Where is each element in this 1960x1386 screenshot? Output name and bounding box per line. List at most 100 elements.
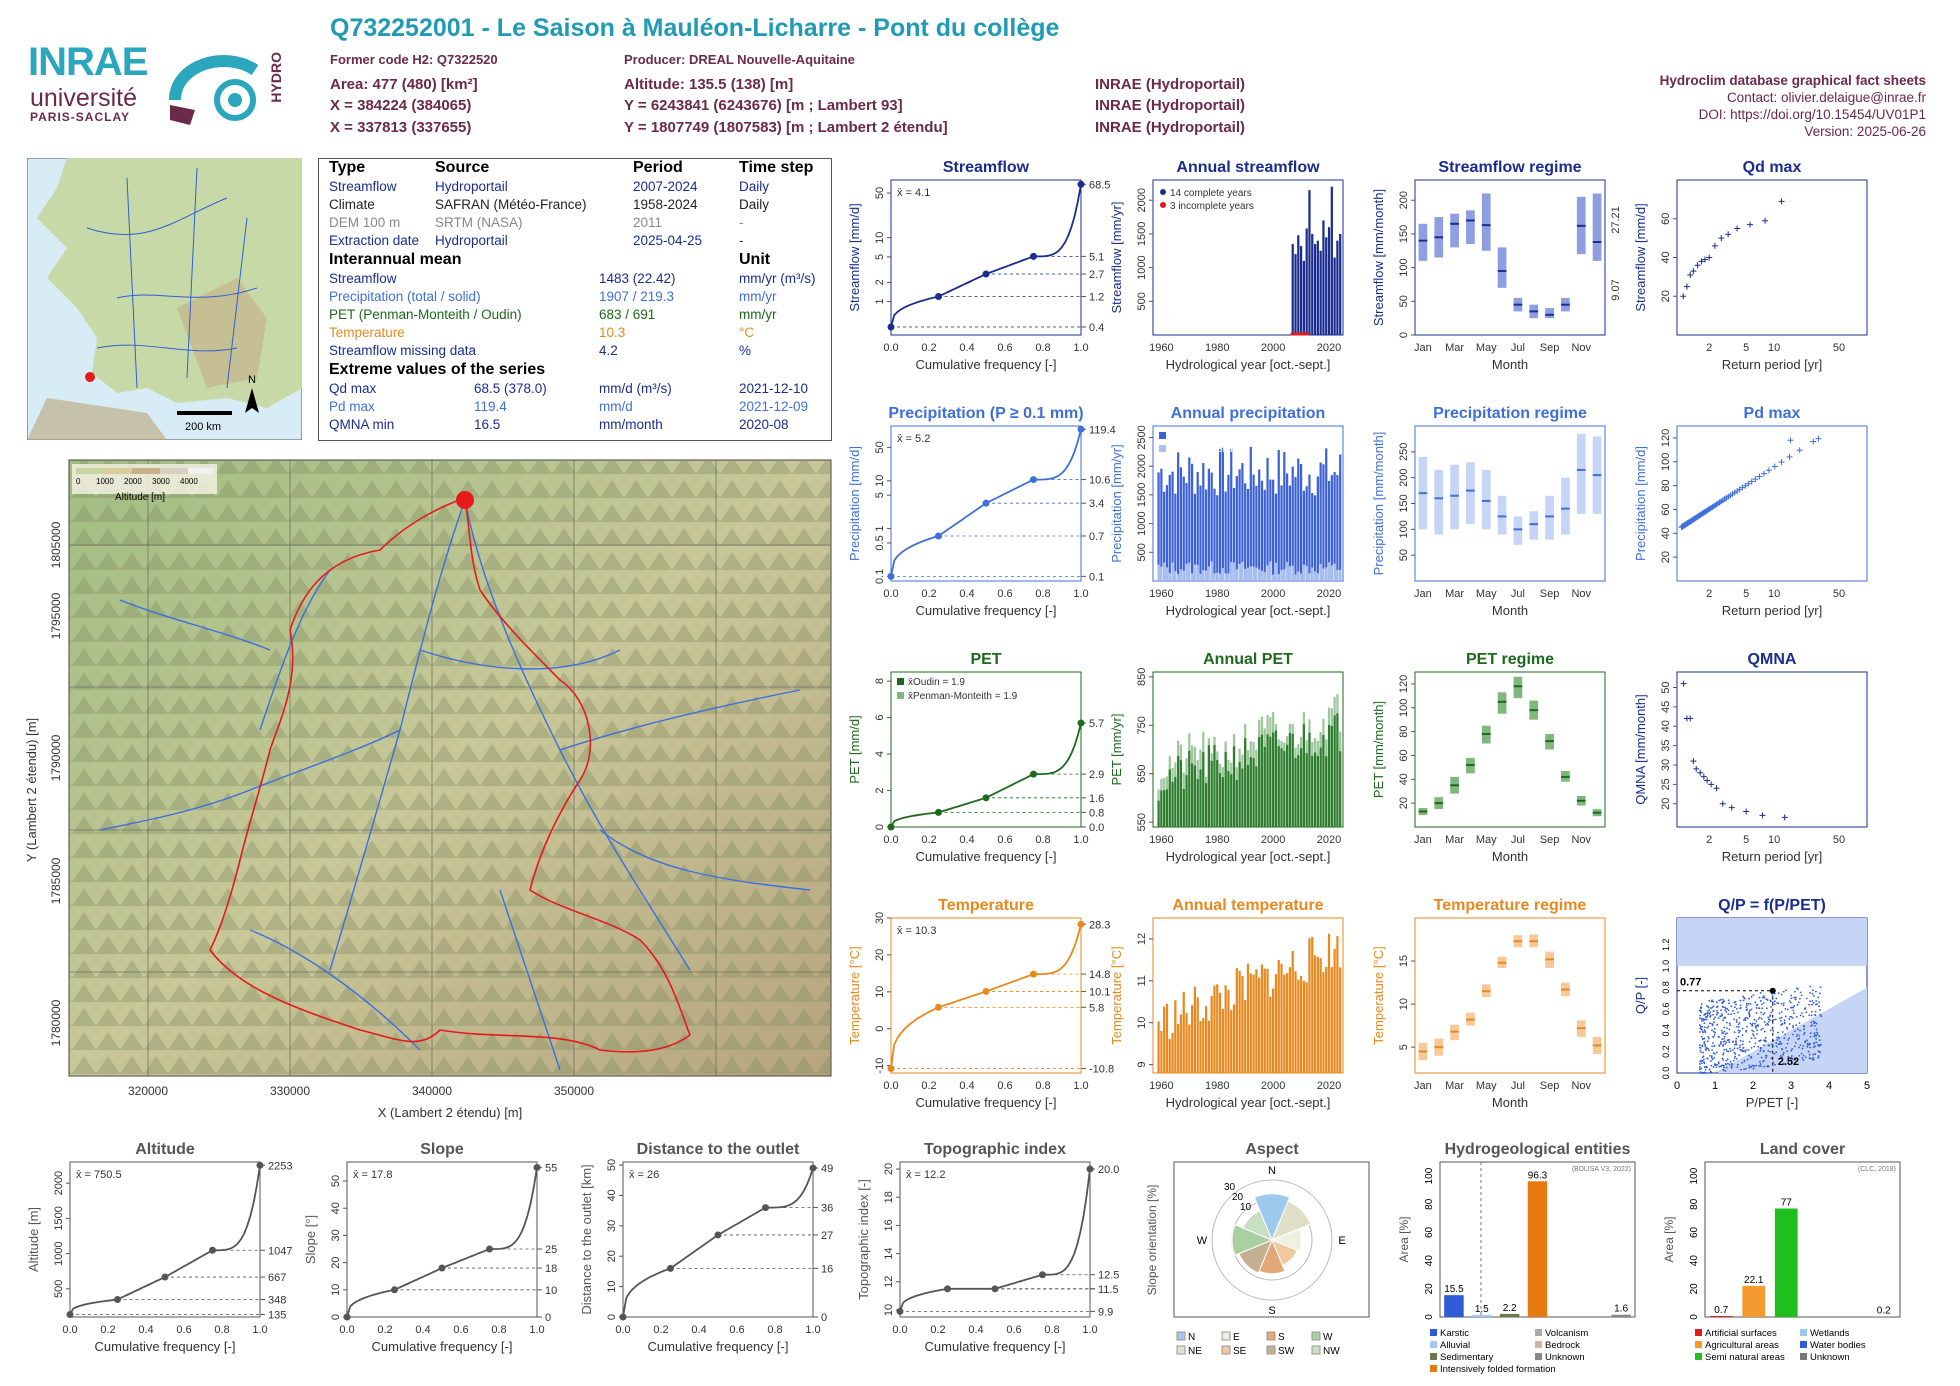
doi-link[interactable]: DOI: https://doi.org/10.15454/UV01P1 [1698, 107, 1926, 122]
land_cover-bar [1709, 1316, 1733, 1317]
annual_pet-bar-alt [1168, 756, 1171, 827]
ext-qmna-value: 16.5 [474, 417, 501, 432]
q_p-point [1744, 1017, 1746, 1020]
streamflow-point [1077, 180, 1085, 188]
annual_pet-bar-alt [1230, 762, 1233, 827]
q_p-point [1699, 1014, 1702, 1017]
temperature-point [1030, 970, 1037, 978]
precipitation_regime-box [1466, 462, 1475, 525]
annual_temperature-bar [1232, 1004, 1236, 1073]
annual_pet-bar-alt [1249, 741, 1252, 827]
temperature-mean: x̄ = 10.3 [897, 925, 936, 937]
q_p-point [1757, 1024, 1760, 1027]
q_p-point [1773, 1052, 1776, 1055]
annual_temperature-bar [1224, 985, 1227, 1073]
qd_max-xtick: 2 [1706, 342, 1712, 354]
q_p-point [1699, 1060, 1702, 1063]
q_p-point [1791, 1058, 1794, 1060]
q_p-point [1805, 1011, 1808, 1014]
q_p-point [1710, 1056, 1713, 1059]
q_p-point [1739, 1007, 1742, 1009]
precipitation-ytick: 10 [874, 475, 886, 487]
ext-qmna-unit: mm/month [599, 417, 663, 432]
q_p-point [1790, 1055, 1793, 1057]
q_p-point [1713, 1057, 1716, 1059]
annual_pet-bar-alt [1291, 723, 1294, 827]
annual_pet-bar [1272, 732, 1275, 827]
streamflow_regime-box [1545, 308, 1554, 319]
altitude-curve [69, 1165, 261, 1315]
former-code: Former code H2: Q7322520 [330, 52, 498, 67]
qmna-ytick: 35 [1660, 740, 1672, 752]
slope-ytick: 20 [330, 1256, 342, 1268]
aspect-frame [1173, 1161, 1370, 1318]
q_p-point [1790, 1006, 1792, 1009]
q_p-point [1701, 1056, 1704, 1059]
pd_max-point [1686, 518, 1693, 525]
annual_precipitation-bar [1272, 479, 1275, 581]
q_p-point [1809, 985, 1812, 988]
q_p-xtick: 5 [1864, 1080, 1870, 1092]
streamflow-xtick: 0.8 [1035, 342, 1050, 354]
annual_precipitation-bar [1216, 495, 1219, 581]
hydrogeology-bar [1611, 1314, 1631, 1317]
q_p-point [1776, 1001, 1779, 1004]
th-unit: Unit [739, 251, 771, 268]
q_p-point [1790, 1015, 1793, 1018]
land_cover-legend-swatch [1800, 1329, 1807, 1336]
annual_streamflow-bar [1313, 244, 1317, 335]
q_p-point [1707, 1047, 1709, 1050]
precipitation-mean: x̄ = 5.2 [897, 433, 930, 445]
q_p-point [1706, 1012, 1709, 1015]
q_p-point [1769, 1015, 1771, 1018]
q_p-point [1721, 1013, 1723, 1016]
pet-legend-swatch [897, 692, 904, 699]
th-type: Type [329, 159, 366, 176]
qmna-xtick: 10 [1768, 834, 1780, 846]
annual_precipitation-title: Annual precipitation [1171, 405, 1326, 422]
annual_pet-bar [1241, 768, 1244, 827]
annual_precipitation-bar-solid [1339, 569, 1342, 581]
temperature-curve [890, 924, 1082, 1069]
annual_pet-ytick: 750 [1136, 716, 1148, 734]
pet-ytick: 0 [874, 824, 886, 830]
q_p-point [1723, 1037, 1725, 1040]
precipitation_regime-box [1418, 457, 1428, 530]
q_p-point [1745, 1009, 1748, 1012]
qd_max-ytick: 20 [1660, 290, 1672, 302]
annual_precipitation-bar-solid [1221, 567, 1224, 581]
qmna-point [1693, 765, 1700, 772]
q_p-point [1701, 1045, 1704, 1048]
q_p-xtick: 1 [1712, 1080, 1718, 1092]
q_p-point [1758, 1040, 1761, 1042]
annual_temperature-xtick: 1980 [1205, 1080, 1229, 1092]
q_p-point [1702, 1051, 1705, 1054]
map-xtick-3: 350000 [554, 1084, 594, 1098]
annual_streamflow-xtick: 2000 [1261, 342, 1285, 354]
src-dem: SRTM (NASA) [435, 215, 523, 230]
q_p-point [1723, 1035, 1726, 1038]
q_p-point [1769, 1051, 1772, 1053]
hydrogeology-title: Hydrogeological entities [1445, 1141, 1631, 1158]
aspect-ring-label: 20 [1232, 1192, 1244, 1203]
precipitation_regime-month-label: Sep [1540, 588, 1560, 600]
altitude-point [256, 1161, 264, 1169]
pet-right-tick: 5.7 [1089, 718, 1104, 730]
annual_precipitation-bar [1185, 483, 1188, 581]
q_p-point [1769, 999, 1772, 1002]
streamflow_regime-frame [1414, 179, 1606, 336]
q_p-point [1752, 1067, 1755, 1070]
annual_precipitation-bar-solid [1230, 562, 1233, 581]
q_p-point [1811, 1003, 1813, 1006]
q_p-point [1700, 1028, 1703, 1031]
annual_temperature-bar [1280, 963, 1283, 1073]
q_p-point [1736, 1063, 1739, 1066]
paris-saclay-logo: PARIS-SACLAY [30, 110, 131, 124]
q_p-point [1775, 1045, 1778, 1048]
q_p-point [1704, 1030, 1707, 1033]
q_p-point [1781, 1023, 1784, 1026]
q_p-point [1728, 1041, 1731, 1044]
q_p-point [1718, 1065, 1721, 1068]
annual_pet-bar-alt [1227, 760, 1230, 827]
q_p-point [1802, 1054, 1805, 1057]
